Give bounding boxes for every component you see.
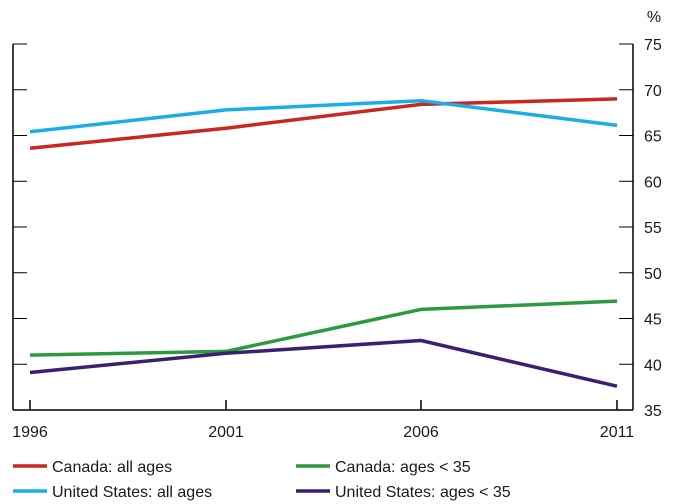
y-tick-label-60: 60 — [644, 174, 662, 191]
legend: Canada: all ages United States: all ages C… — [13, 459, 511, 501]
series-line-0 — [29, 97, 618, 151]
x-tick-label-2001: 2001 — [208, 424, 244, 441]
x-tick-label-1996: 1996 — [12, 424, 48, 441]
legend-label-1: United States: all ages — [52, 484, 212, 501]
y-tick-label-35: 35 — [644, 403, 662, 420]
y-tick-label-75: 75 — [644, 37, 662, 54]
y-tick-label-65: 65 — [644, 129, 662, 146]
y-tick-label-70: 70 — [644, 83, 662, 100]
series-line-2 — [29, 299, 618, 357]
y-axis-ticks: 35 40 45 50 55 60 65 70 75 — [644, 37, 662, 420]
y-tick-label-50: 50 — [644, 266, 662, 283]
series-lines — [29, 97, 618, 388]
legend-label-0: Canada: all ages — [52, 459, 172, 476]
gridlines — [13, 43, 633, 365]
y-tick-label-40: 40 — [644, 357, 662, 374]
legend-label-2: Canada: ages < 35 — [335, 459, 471, 476]
series-line-1 — [29, 98, 618, 134]
y-tick-label-55: 55 — [644, 220, 662, 237]
y-tick-label-45: 45 — [644, 312, 662, 329]
x-axis-ticks: 1996 2001 2006 2011 — [12, 400, 634, 441]
legend-label-3: United States: ages < 35 — [335, 484, 511, 501]
series-line-3 — [29, 338, 618, 388]
axes — [12, 44, 634, 411]
y-axis-unit-label: % — [647, 9, 661, 26]
x-tick-label-2006: 2006 — [403, 424, 439, 441]
x-tick-label-2011: 2011 — [600, 424, 635, 441]
